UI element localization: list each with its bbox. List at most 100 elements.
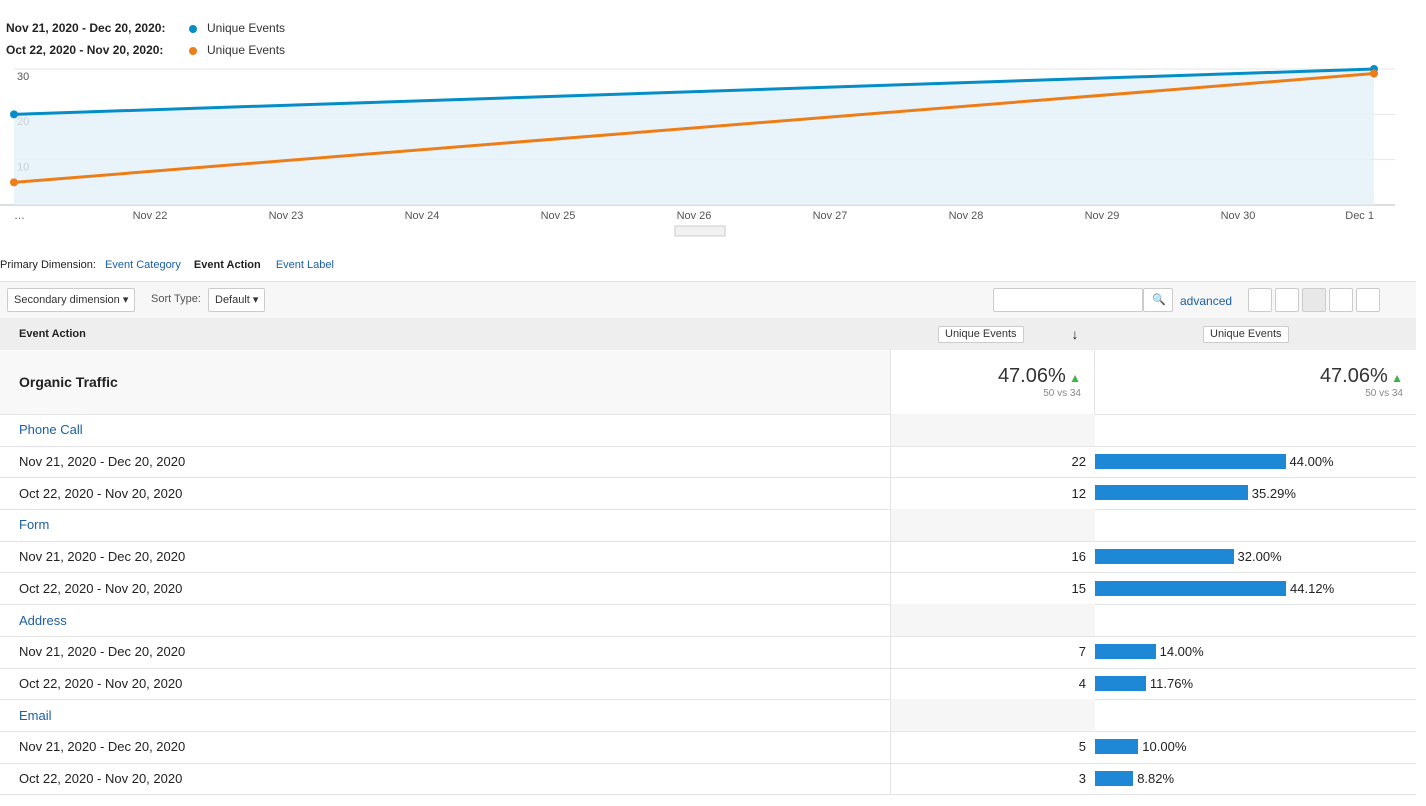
x-tick-label: Nov 22 [133, 210, 168, 222]
share-bar [1095, 485, 1248, 501]
data-row: Nov 21, 2020 - Dec 20, 2020 5 10.00% [0, 731, 1416, 764]
divider [890, 635, 891, 668]
metric-label: Unique Events [938, 325, 1024, 343]
group-name[interactable]: Email [19, 707, 52, 723]
period: Nov 21, 2020 - Dec 20, 2020 [19, 549, 186, 565]
share-label: 32.00% [1237, 549, 1282, 565]
area [14, 69, 1374, 205]
metric-label: Unique Events [1203, 325, 1289, 343]
collapse-tab[interactable] [674, 225, 726, 237]
group-name[interactable]: Form [19, 517, 50, 533]
x-tick-label: Nov 26 [677, 210, 712, 222]
secondary-dimension[interactable]: Secondary dimension ▾ [7, 288, 136, 312]
summary-change: 47.06% ▲ [998, 365, 1081, 388]
change-value: 47.06% [997, 365, 1066, 387]
x-tick-label: Nov 27 [813, 210, 848, 222]
sort-value: Default [215, 294, 250, 306]
divider [890, 572, 891, 605]
toolbar: Secondary dimension ▾ Sort Type: Default… [0, 281, 1416, 319]
advanced-link[interactable]: advanced [1180, 294, 1233, 308]
group-fill [890, 414, 1095, 446]
x-tick-label: Nov 30 [1221, 210, 1256, 222]
sort-label: Sort Type: [151, 293, 201, 305]
series-point [10, 178, 18, 187]
header-cell: Event Action [19, 328, 86, 340]
summary-cell: 47.06% ▲ 50 vs 34 [890, 350, 1095, 414]
sort-select[interactable]: Default ▾ [208, 288, 266, 312]
group-fill [890, 509, 1095, 541]
series-point [1370, 69, 1378, 78]
data-row: Nov 21, 2020 - Dec 20, 2020 16 32.00% [0, 540, 1416, 574]
view-grid[interactable] [1248, 288, 1272, 312]
divider [890, 445, 891, 478]
summary-cell: 47.06% ▲ 50 vs 34 [1094, 350, 1417, 414]
x-tick-label: Nov 28 [949, 210, 984, 222]
share-label: 8.82% [1137, 771, 1175, 787]
metric-select[interactable]: Unique Events ↓ [938, 318, 1079, 350]
value: 12 [1071, 485, 1086, 501]
x-tick-label: … [14, 210, 25, 222]
dimension-option[interactable]: Event Category [105, 259, 181, 271]
divider [890, 762, 891, 795]
y-tick-label: 30 [17, 71, 29, 83]
period: Nov 21, 2020 - Dec 20, 2020 [19, 454, 186, 470]
group-name[interactable]: Phone Call [19, 422, 83, 438]
share-label: 35.29% [1251, 485, 1296, 501]
secondary-label: Secondary dimension [14, 294, 120, 306]
view-pivot[interactable] [1356, 288, 1380, 312]
share-bar [1095, 739, 1139, 754]
group-name[interactable]: Address [19, 612, 67, 628]
series-line [13, 67, 1375, 116]
x-tick-label: Nov 23 [269, 210, 304, 222]
group-row: Form [0, 509, 1416, 542]
x-tick-label: Nov 24 [405, 210, 440, 222]
divider [890, 731, 891, 763]
legend-dot [189, 25, 197, 33]
share-bar [1095, 643, 1156, 659]
data-row: Oct 22, 2020 - Nov 20, 2020 15 44.12% [0, 572, 1416, 606]
data-row: Oct 22, 2020 - Nov 20, 2020 4 11.76% [0, 667, 1416, 701]
view-bar[interactable] [1302, 288, 1326, 312]
data-row: Oct 22, 2020 - Nov 20, 2020 12 35.29% [0, 477, 1416, 511]
group-fill [890, 604, 1095, 636]
value: 5 [1078, 739, 1086, 755]
dimension-option[interactable]: Event Action [193, 259, 261, 271]
view-compare[interactable] [1329, 288, 1353, 312]
dimension-option[interactable]: Event Label [275, 259, 334, 271]
search-box[interactable] [993, 288, 1143, 312]
summary-compare: 50 vs 34 [1365, 388, 1403, 399]
x-tick-label: Dec 1 [1345, 210, 1374, 222]
period: Nov 21, 2020 - Dec 20, 2020 [19, 739, 186, 755]
x-tick-label: Nov 29 [1085, 210, 1120, 222]
summary-row: Organic Traffic 47.06% ▲ 50 vs 34 47.06% ▲ 5… [0, 350, 1417, 415]
up-arrow: ▲ [1065, 371, 1081, 385]
legend-period: Nov 21, 2020 - Dec 20, 2020: [6, 21, 165, 35]
series-line [13, 72, 1375, 184]
summary-change: 47.06% ▲ [1320, 365, 1403, 388]
value: 4 [1078, 675, 1086, 691]
group-row: Address [0, 604, 1416, 637]
legend-label: Unique Events [207, 43, 285, 57]
view-pie[interactable] [1275, 288, 1299, 312]
group-row: Email [0, 699, 1416, 732]
share-bar [1095, 548, 1234, 564]
legend-label: Unique Events [207, 21, 285, 35]
share-label: 10.00% [1142, 739, 1187, 755]
group-fill [890, 699, 1095, 731]
group-row: Phone Call [0, 414, 1416, 447]
search-button[interactable]: 🔍 [1143, 288, 1173, 312]
summary-name: Organic Traffic [19, 374, 118, 390]
divider [890, 477, 891, 510]
period: Oct 22, 2020 - Nov 20, 2020 [19, 675, 183, 691]
period: Nov 21, 2020 - Dec 20, 2020 [19, 644, 186, 660]
sort-arrow: ↓ [1071, 326, 1079, 342]
share-label: 44.00% [1289, 454, 1334, 470]
header-row: Event Action Unique Events ↓ Unique Events [0, 318, 1416, 351]
period: Oct 22, 2020 - Nov 20, 2020 [19, 485, 183, 501]
value: 22 [1071, 454, 1086, 470]
share-label: 11.76% [1149, 675, 1194, 691]
value: 15 [1071, 580, 1086, 596]
chart: Nov 21, 2020 - Dec 20, 2020: Unique Event… [0, 21, 1395, 237]
metric-select[interactable]: Unique Events [1203, 318, 1289, 350]
value: 3 [1078, 771, 1086, 787]
